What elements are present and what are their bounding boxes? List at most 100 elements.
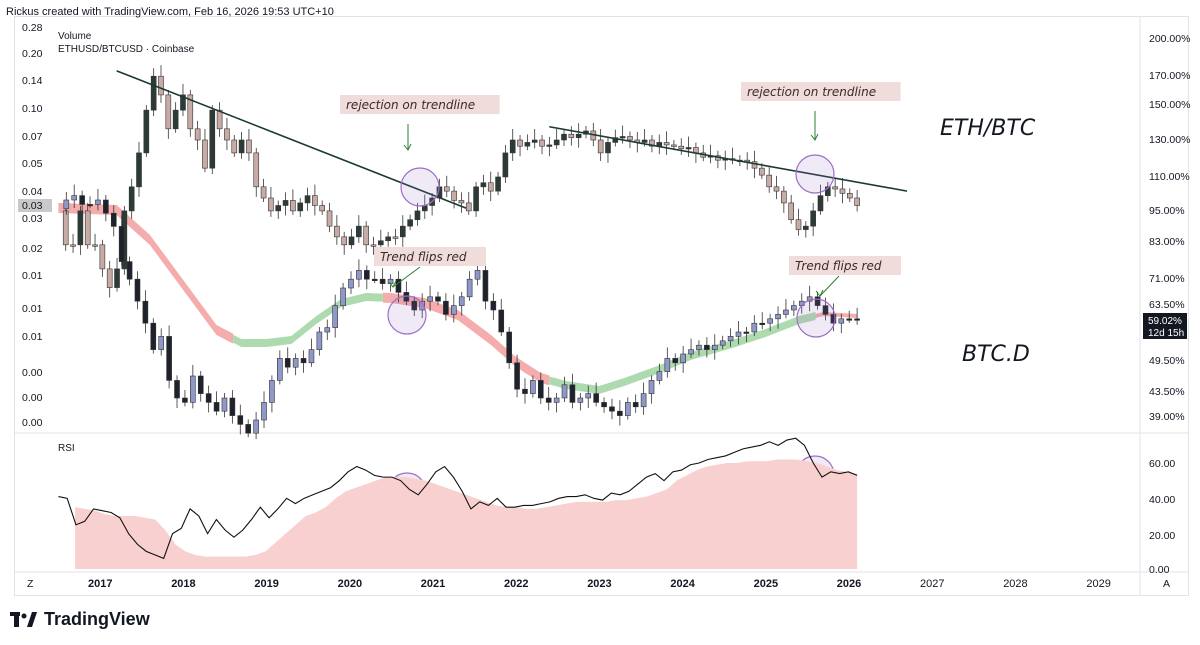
eth-btc-candle: [854, 197, 860, 206]
legend-rsi[interactable]: RSI: [58, 443, 75, 454]
rsi-line: [58, 437, 858, 560]
btc-d-candle: [530, 380, 536, 394]
btc-d-candle: [182, 397, 188, 403]
eth-btc-candle: [187, 94, 194, 130]
btc-d-candle: [277, 358, 283, 381]
eth-btc-candle: [385, 236, 391, 242]
btc-d-candle: [300, 358, 307, 364]
rejection-note-2020: rejection on trendline: [346, 98, 475, 112]
btc-d-candle: [466, 278, 473, 298]
time-axis-tick: 2026: [837, 578, 861, 590]
left-axis-tick: 0.02: [22, 243, 43, 255]
time-axis-tick: 2019: [254, 578, 278, 590]
btc-d-candle: [783, 309, 789, 315]
eth-btc-candle: [312, 195, 318, 206]
ma-band-green: [233, 293, 383, 347]
time-axis-tick: 2027: [920, 578, 944, 590]
right-axis-tick: 71.00%: [1149, 273, 1185, 285]
btc-d-candle: [617, 410, 623, 416]
eth-btc-candle: [70, 244, 76, 247]
btc-d-candle: [63, 199, 70, 210]
btc-d-candle: [545, 397, 552, 403]
btc-d-candle: [364, 270, 370, 280]
eth-btc-candle: [319, 205, 325, 212]
legend-volume[interactable]: Volume: [58, 31, 92, 42]
right-axis-tick: 110.00%: [1149, 171, 1190, 183]
eth-btc-candle: [839, 188, 846, 194]
btc-d-candle: [490, 300, 497, 311]
eth-btc-trendline: [549, 125, 908, 192]
left-axis-tick: 0.20: [22, 48, 43, 60]
eth-btc-candle: [846, 193, 853, 199]
btc-d-candle: [514, 362, 520, 390]
btc-d-candle: [569, 384, 576, 403]
time-axis-tick: 2022: [504, 578, 528, 590]
left-axis-tick: 0.28: [22, 22, 43, 34]
rejection-note-2025-bg: [741, 82, 901, 101]
eth-btc-candle: [759, 167, 765, 176]
eth-btc-candle: [773, 186, 780, 192]
btc-d-candle: [134, 278, 141, 302]
eth-btc-candle: [810, 210, 816, 227]
eth-btc-candle: [341, 236, 347, 246]
btc-d-candle: [166, 336, 172, 381]
eth-btc-candle: [795, 219, 802, 230]
eth-btc-candle: [172, 109, 179, 130]
eth-btc-candle: [99, 244, 106, 270]
right-axis-tick: 200.00%: [1149, 33, 1190, 45]
rsi-area: [75, 459, 858, 569]
btc-d-candle: [553, 397, 560, 403]
btc-d-candle: [743, 331, 750, 334]
left-axis-tick: 0.10: [22, 103, 43, 115]
btc-d-candle: [387, 278, 394, 284]
btc-d-candle: [791, 305, 797, 311]
btc-d-candle: [664, 358, 671, 372]
rejection-note-2020-arrowhead: [403, 143, 412, 151]
eth-btc-candle: [136, 152, 142, 188]
btc-d-candle: [158, 336, 165, 350]
eth-btc-candle: [378, 240, 384, 246]
eth-btc-candle: [348, 236, 355, 246]
eth-btc-candle: [458, 200, 465, 204]
btc-d-candle: [443, 300, 449, 315]
eth-btc-candle: [803, 225, 809, 230]
btc-d-candle: [79, 195, 85, 205]
btc-d-candle: [561, 384, 568, 399]
eth-btc-candle: [832, 186, 838, 190]
legend-symbol[interactable]: ETHUSD/BTCUSD · Coinbase: [58, 44, 195, 55]
btc-d-candle: [822, 305, 829, 315]
highlight-circle: [796, 298, 836, 338]
left-last-value-bg: [18, 199, 52, 212]
left-axis-tick: 0.05: [22, 158, 43, 170]
btc-d-candle: [395, 278, 402, 293]
btc-d-candle: [118, 226, 125, 262]
time-axis-tick: 2028: [1003, 578, 1027, 590]
time-axis-right-marker: A: [1163, 578, 1170, 590]
btc-d-candle: [640, 393, 647, 408]
eth-btc-candle: [400, 225, 406, 238]
btc-d-candle: [190, 375, 196, 403]
btc-d-candle: [292, 358, 299, 368]
eth-btc-candle: [781, 190, 787, 204]
btc-d-candle: [814, 296, 821, 306]
btc-d-candle: [719, 340, 726, 346]
rsi-axis-tick: 40.00: [1149, 494, 1175, 506]
eth-btc-candle: [517, 139, 523, 147]
highlight-circle: [400, 167, 440, 207]
eth-btc-candle: [150, 75, 157, 111]
tradingview-logo-icon: [10, 611, 37, 627]
btc-d-candle: [316, 331, 323, 350]
left-last-value-tag: 0.03: [22, 200, 43, 212]
eth-btc-candle: [216, 109, 223, 130]
trend-flip-note-2025-arrowhead: [815, 289, 824, 297]
eth-btc-candle: [282, 200, 289, 206]
btc-d-candle: [150, 322, 157, 350]
eth-btc-candle: [114, 268, 120, 288]
eth-btc-trendline: [116, 70, 467, 209]
btc-d-candle: [237, 415, 244, 425]
btc-d-candle: [308, 349, 315, 364]
btc-d-candle: [451, 305, 457, 315]
eth-btc-candle: [62, 210, 69, 246]
btc-d-candle: [648, 380, 655, 394]
